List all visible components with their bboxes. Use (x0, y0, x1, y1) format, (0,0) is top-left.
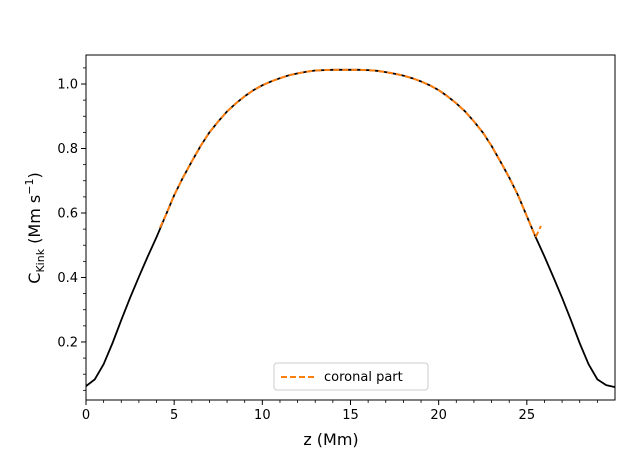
x-tick-label-0: 0 (82, 408, 90, 423)
y-axis-title-subscript: Kink (34, 248, 47, 272)
y-axis-title-unit: (Mm s (25, 195, 44, 249)
y-tick-label-1: 0.4 (57, 271, 78, 286)
legend-label-coronal-part: coronal part (324, 370, 403, 385)
plot-frame (85, 54, 616, 401)
y-tick-label-3: 0.8 (57, 142, 78, 157)
x-tick-label-4: 20 (430, 408, 447, 423)
y-axis-title-close: ) (25, 172, 44, 178)
y-tick-label-0: 0.2 (57, 335, 78, 350)
y-tick-label-2: 0.6 (57, 206, 78, 221)
x-tick-label-2: 10 (254, 408, 271, 423)
y-axis-title-superscript: −1 (23, 179, 36, 195)
legend-box (273, 362, 429, 391)
x-tick-label-5: 25 (519, 408, 536, 423)
y-axis-title: CKink (Mm s−1) (23, 172, 47, 283)
x-axis-title: z (Mm) (303, 430, 358, 449)
y-axis-title-base: C (25, 273, 44, 284)
y-tick-label-4: 1.0 (57, 78, 78, 93)
x-tick-label-3: 15 (342, 408, 359, 423)
legend: coronal part (273, 362, 429, 391)
series-lines (85, 68, 616, 388)
series-line-coronal-part (159, 68, 542, 239)
x-tick-label-1: 5 (170, 408, 178, 423)
ticks: 0 5 10 15 20 25 0.2 0.4 0.6 0.8 1.0 (57, 67, 598, 423)
